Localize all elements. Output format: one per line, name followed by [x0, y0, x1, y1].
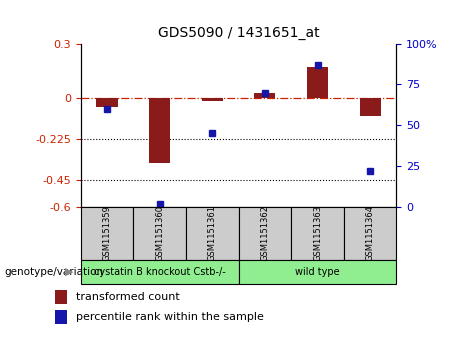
Title: GDS5090 / 1431651_at: GDS5090 / 1431651_at [158, 26, 319, 40]
Bar [254, 93, 275, 98]
Text: GSM1151362: GSM1151362 [260, 205, 269, 261]
Bar [96, 98, 118, 107]
Text: GSM1151359: GSM1151359 [102, 205, 112, 261]
Bar [202, 98, 223, 101]
Bar [360, 98, 381, 116]
Bar [186, 207, 239, 260]
Text: transformed count: transformed count [76, 292, 180, 302]
Text: wild type: wild type [295, 267, 340, 277]
Bar [239, 207, 291, 260]
Bar [291, 207, 344, 260]
Bar [239, 260, 396, 284]
Text: GSM1151361: GSM1151361 [208, 205, 217, 261]
Bar [307, 67, 328, 98]
Text: ▶: ▶ [65, 267, 73, 277]
Text: GSM1151360: GSM1151360 [155, 205, 164, 261]
Text: GSM1151363: GSM1151363 [313, 205, 322, 261]
Bar [149, 98, 170, 163]
Text: genotype/variation: genotype/variation [5, 267, 104, 277]
Bar [81, 260, 239, 284]
Bar [81, 207, 133, 260]
Bar [55, 310, 67, 324]
Text: percentile rank within the sample: percentile rank within the sample [76, 312, 264, 322]
Text: GSM1151364: GSM1151364 [366, 205, 375, 261]
Bar [133, 207, 186, 260]
Text: cystatin B knockout Cstb-/-: cystatin B knockout Cstb-/- [94, 267, 225, 277]
Bar [55, 290, 67, 304]
Bar [344, 207, 396, 260]
